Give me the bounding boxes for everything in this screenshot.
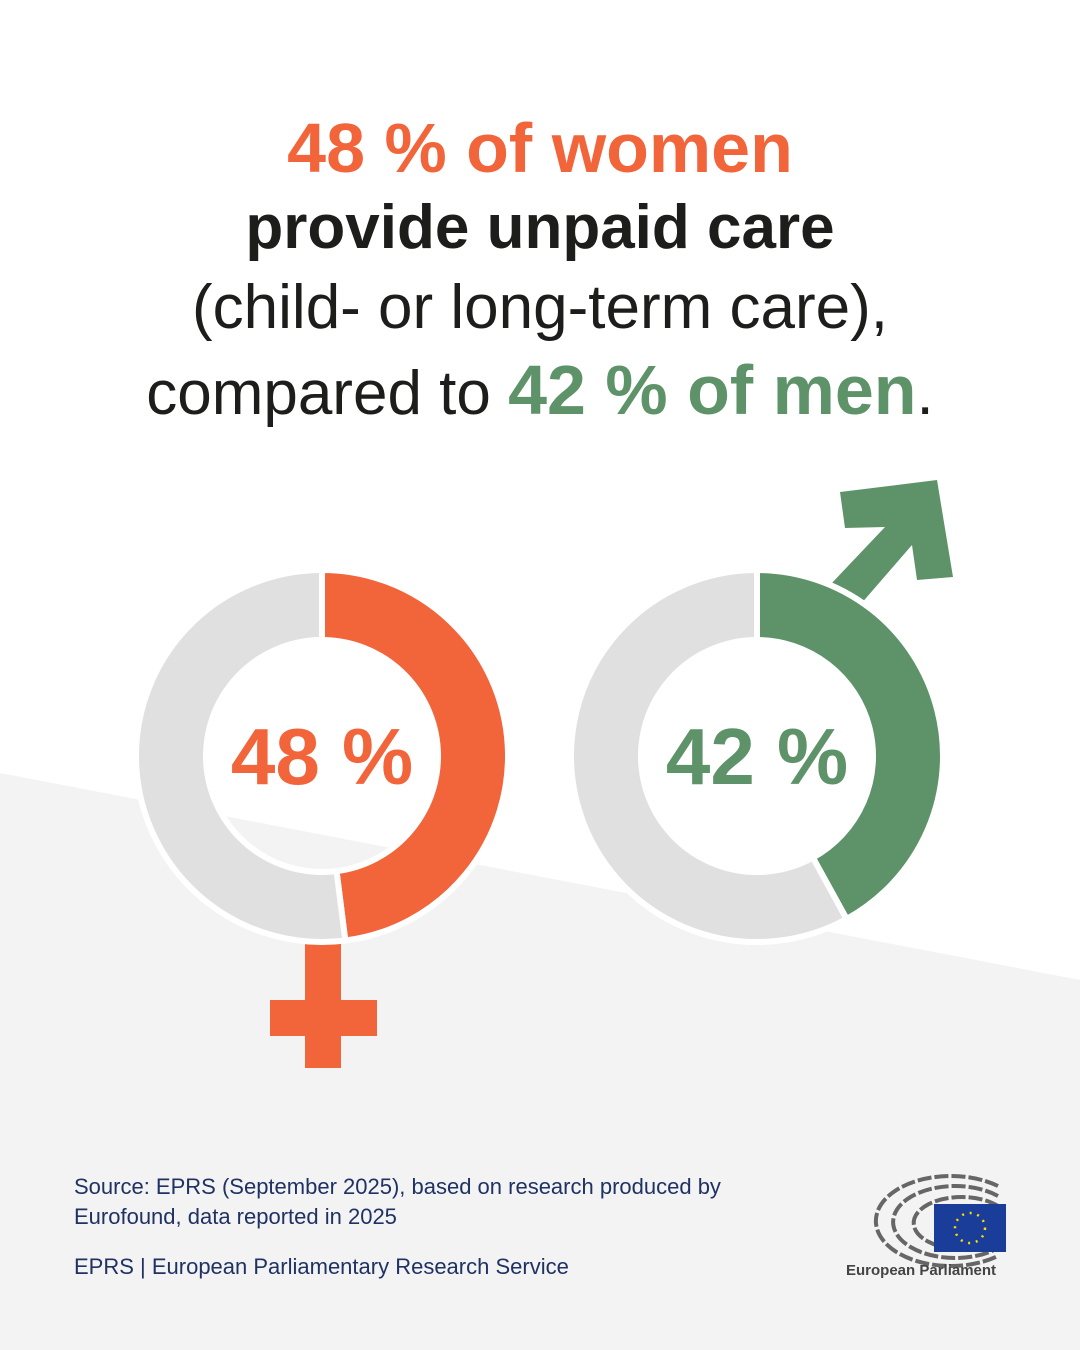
donut-label-women: 48 % xyxy=(231,712,413,801)
logo-text: European Parliament xyxy=(846,1262,997,1279)
headline-line2: provide unpaid care xyxy=(245,193,835,262)
headline-men: 42 % of men xyxy=(508,351,917,429)
donut-women xyxy=(132,566,511,945)
headline-line4: compared to 42 % of men. xyxy=(0,350,1080,430)
female-symbol-icon xyxy=(270,940,377,1068)
headline-period: . xyxy=(916,359,934,428)
donut-segment-value xyxy=(319,566,511,944)
donut-label-men: 42 % xyxy=(666,712,848,801)
donut-segment-remainder xyxy=(568,566,851,945)
european-parliament-logo xyxy=(873,1174,1006,1268)
publisher: EPRS | European Parliamentary Research S… xyxy=(74,1254,569,1279)
donut-men xyxy=(568,566,946,945)
headline-women: 48 % of women xyxy=(287,109,793,187)
source-note: Source: EPRS (September 2025), based on … xyxy=(74,1174,721,1229)
headline-compared: compared to xyxy=(146,359,509,428)
donut-segment-value xyxy=(754,566,946,924)
donut-segment-remainder xyxy=(132,566,349,945)
male-symbol-icon xyxy=(830,480,953,605)
headline-line3: (child- or long-term care), xyxy=(192,273,888,342)
